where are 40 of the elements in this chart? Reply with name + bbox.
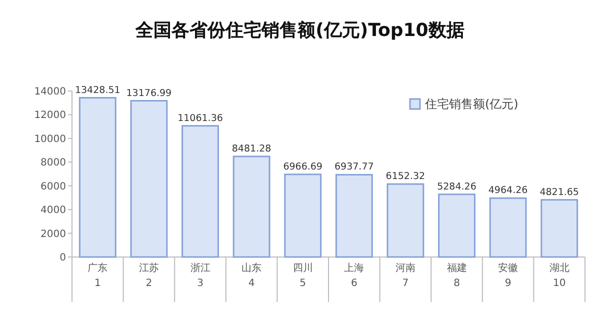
data-label: 4964.26	[488, 185, 528, 196]
x-tick-label: 广东 1	[88, 262, 108, 289]
y-tick-label: 12000	[34, 110, 66, 122]
x-tick-label: 湖北 10	[549, 262, 570, 289]
data-label: 6966.69	[283, 161, 322, 172]
y-tick-label: 4000	[40, 205, 66, 216]
data-label: 5284.26	[437, 181, 476, 192]
y-tick-label: 0	[60, 252, 66, 264]
y-tick-label: 2000	[40, 228, 66, 240]
data-label: 13176.99	[126, 88, 172, 99]
data-label: 13428.51	[74, 84, 120, 96]
bar	[540, 199, 578, 258]
x-tick-label: 江苏 2	[138, 262, 159, 289]
data-label: 4821.65	[540, 186, 579, 198]
y-tick-label: 8000	[40, 158, 66, 169]
y-tick-label: 6000	[40, 181, 66, 192]
bar	[130, 100, 168, 258]
bar	[78, 97, 116, 258]
bar	[335, 174, 373, 258]
y-tick-label: 14000	[34, 86, 66, 98]
x-tick-label: 河南 7	[395, 262, 416, 289]
x-tick-label: 安徽 9	[498, 262, 518, 289]
bar	[232, 156, 270, 258]
bar	[182, 125, 219, 258]
x-tick-label: 山东 4	[242, 262, 262, 289]
y-tick-label: 10000	[34, 134, 66, 145]
x-tick-label: 浙江 3	[190, 262, 210, 289]
bar	[386, 183, 424, 258]
x-tick-label: 福建 8	[446, 262, 467, 289]
data-label: 6152.32	[386, 171, 426, 182]
chart-title: 全国各省份住宅销售额(亿元)Top10数据	[134, 20, 464, 41]
legend-label: 住宅销售额(亿元)	[424, 97, 518, 111]
x-tick-label: 上海 6	[344, 262, 364, 289]
bar	[284, 174, 322, 258]
data-label: 11061.36	[178, 112, 223, 124]
data-label: 8481.28	[232, 143, 272, 154]
x-tick-label: 四川 5	[292, 262, 313, 289]
data-label: 6937.77	[334, 162, 374, 173]
bar	[489, 197, 527, 258]
bar	[438, 194, 476, 258]
